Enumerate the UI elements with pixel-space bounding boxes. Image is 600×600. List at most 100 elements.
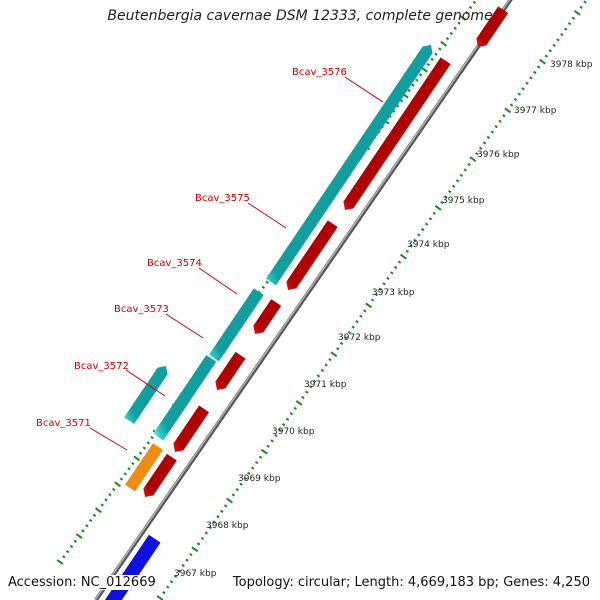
gene-feature[interactable] [170,405,210,456]
minor-tick [351,325,355,329]
minor-tick [418,73,423,77]
minor-tick [270,439,274,443]
major-tick [94,507,102,514]
gene-feature[interactable] [212,351,246,394]
minor-tick [285,417,290,421]
major-tick [260,448,268,455]
minor-tick [426,62,431,67]
minor-tick [413,238,417,243]
minor-tick [212,520,216,524]
major-tick [156,595,164,600]
minor-tick [434,52,438,56]
gene-feature[interactable] [250,299,282,337]
gene-feature[interactable] [124,363,171,425]
major-tick [56,559,64,565]
minor-tick [463,168,467,172]
gene-feature[interactable] [209,288,264,362]
gene-feature[interactable] [473,6,509,50]
inner-tick-track [156,0,587,600]
minor-tick [223,504,228,508]
minor-tick [533,70,537,75]
scale-label: 3971 kbp [304,380,347,390]
major-tick [330,351,338,358]
minor-tick [258,455,263,459]
minor-tick [486,135,491,140]
separator: ; [346,575,355,590]
minor-tick [196,542,201,546]
major-tick [421,66,428,73]
minor-tick [85,524,89,528]
minor-tick [438,47,442,51]
minor-tick [142,446,147,450]
minor-tick [445,36,450,41]
minor-tick [453,26,457,30]
minor-tick [216,515,220,519]
minor-tick [127,467,131,471]
minor-tick [308,385,313,389]
gene-label[interactable]: Bcav_3573 [114,304,169,315]
minor-tick [498,119,502,123]
minor-tick [301,395,305,400]
gene-label[interactable]: Bcav_3572 [74,361,129,372]
genome-summary: Topology: circular; Length: 4,669,183 bp… [228,575,590,590]
minor-tick [459,173,464,178]
gene-feature[interactable] [266,42,436,286]
minor-tick [247,471,251,476]
orange-feature[interactable] [125,443,163,492]
minor-tick [231,493,236,497]
minor-tick [162,590,166,595]
gene-feature[interactable] [156,355,217,437]
scale-label: 3976 kbp [477,150,520,160]
minor-tick [336,347,340,351]
minor-tick [409,244,413,248]
blue-feature[interactable] [104,534,161,600]
major-tick [226,497,233,504]
scale-label-group: 3967 kbp 3968 kbp 3969 kbp 3970 kbp 3971… [174,60,593,579]
minor-tick [69,544,74,549]
minor-tick [138,451,143,455]
minor-tick [417,233,421,237]
major-tick [434,205,442,211]
major-tick [504,107,512,114]
gene-label[interactable]: Bcav_3571 [36,418,91,429]
minor-tick [189,553,193,557]
minor-tick [347,330,352,335]
minor-tick [571,16,576,20]
gene-feature[interactable] [140,453,177,501]
minor-tick [185,558,189,562]
genes-text: Genes: 4,250 [503,575,590,590]
minor-tick [382,282,386,286]
gene-label[interactable]: Bcav_3574 [147,258,202,269]
minor-tick [472,0,477,5]
minor-tick [405,249,409,253]
minor-tick [123,472,127,476]
gene-label[interactable]: Bcav_3575 [195,193,250,204]
forward-cds-track [124,42,436,441]
minor-tick [104,498,108,502]
gene-label[interactable]: Bcav_3576 [292,67,347,78]
minor-tick [579,5,583,10]
minor-tick [119,477,124,481]
minor-tick [355,320,359,324]
minor-tick [274,433,278,438]
minor-tick [468,5,473,10]
minor-tick [261,285,266,290]
minor-tick [521,87,525,91]
genome-backbone-highlight [94,0,511,600]
gene-feature[interactable] [340,57,451,213]
major-tick [399,253,407,260]
minor-tick [243,477,247,481]
minor-tick [374,292,379,297]
genome-title: Beutenbergia cavernae DSM 12333, complet… [107,8,493,24]
minor-tick [363,309,367,313]
minor-tick [424,222,429,226]
minor-tick [457,21,461,25]
gene-feature[interactable] [283,220,338,293]
minor-tick [131,461,135,466]
scale-label: 3972 kbp [338,333,381,343]
minor-tick [390,271,394,275]
minor-tick [359,314,363,318]
scale-label: 3974 kbp [407,240,450,250]
minor-tick [386,276,390,280]
minor-tick [536,65,541,69]
